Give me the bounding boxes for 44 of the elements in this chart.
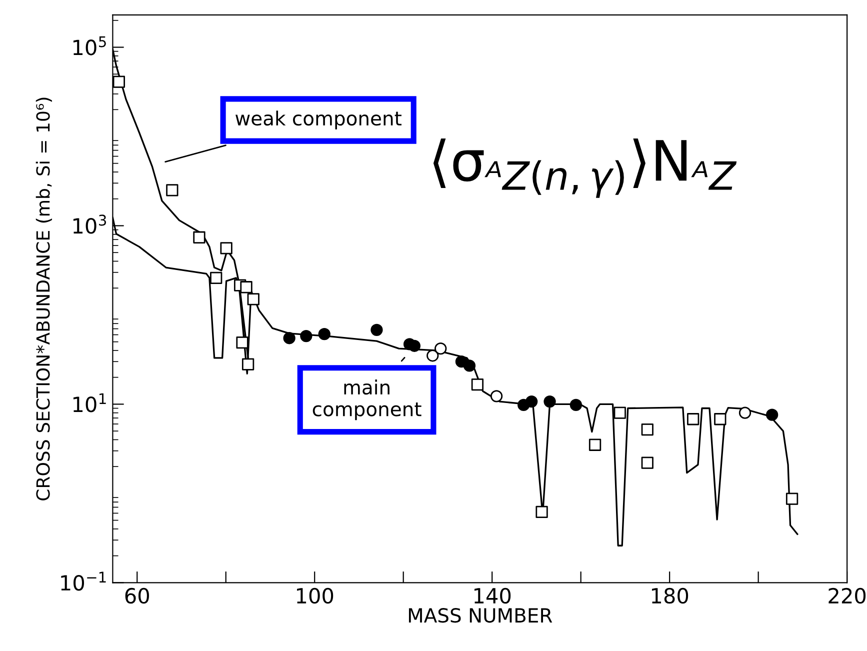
annotation: weak component	[236, 110, 402, 130]
point	[283, 332, 296, 344]
y-axis-title: CROSS SECTION*ABUNDANCE (mb, Si = 10⁶)	[36, 98, 52, 500]
point	[240, 281, 252, 294]
x-tick-label: 100	[297, 588, 334, 604]
y-tick-label: 10$^{5}$	[73, 36, 106, 56]
point	[112, 76, 125, 88]
point	[614, 406, 626, 419]
point	[536, 506, 548, 518]
point	[490, 390, 503, 402]
point	[471, 378, 484, 391]
y-tick-label: 10$^{3}$	[73, 214, 106, 234]
point	[210, 272, 222, 284]
point	[526, 395, 538, 408]
point	[318, 328, 330, 340]
point	[738, 406, 752, 419]
point	[641, 423, 654, 436]
point	[588, 438, 602, 451]
point	[434, 342, 447, 355]
x-axis-title: MASS NUMBER	[408, 608, 552, 623]
annotation: main component	[312, 380, 422, 420]
point	[766, 408, 778, 421]
annotation: ⟨σ$_{ᴬZ(n,γ)}$⟩N$_{ᴬZ}$	[433, 138, 737, 198]
point	[220, 242, 232, 254]
point	[544, 395, 556, 408]
point	[714, 413, 726, 426]
x-tick-label: 180	[652, 588, 688, 604]
point	[242, 358, 254, 370]
point	[300, 330, 312, 342]
x-tick-label: 140	[474, 588, 511, 604]
x-tick-label: 220	[828, 588, 866, 604]
point	[687, 413, 700, 426]
point	[641, 456, 654, 469]
point	[193, 231, 206, 244]
point	[166, 184, 178, 196]
point	[370, 324, 383, 336]
x-tick-label: 60	[125, 588, 149, 604]
point	[786, 492, 798, 505]
y-tick-label: 10$^{1}$	[73, 393, 106, 412]
y-tick-label: 10$^{−1}$	[61, 572, 106, 591]
point	[236, 336, 248, 349]
point	[247, 293, 260, 306]
point	[463, 360, 476, 372]
point	[570, 398, 582, 412]
